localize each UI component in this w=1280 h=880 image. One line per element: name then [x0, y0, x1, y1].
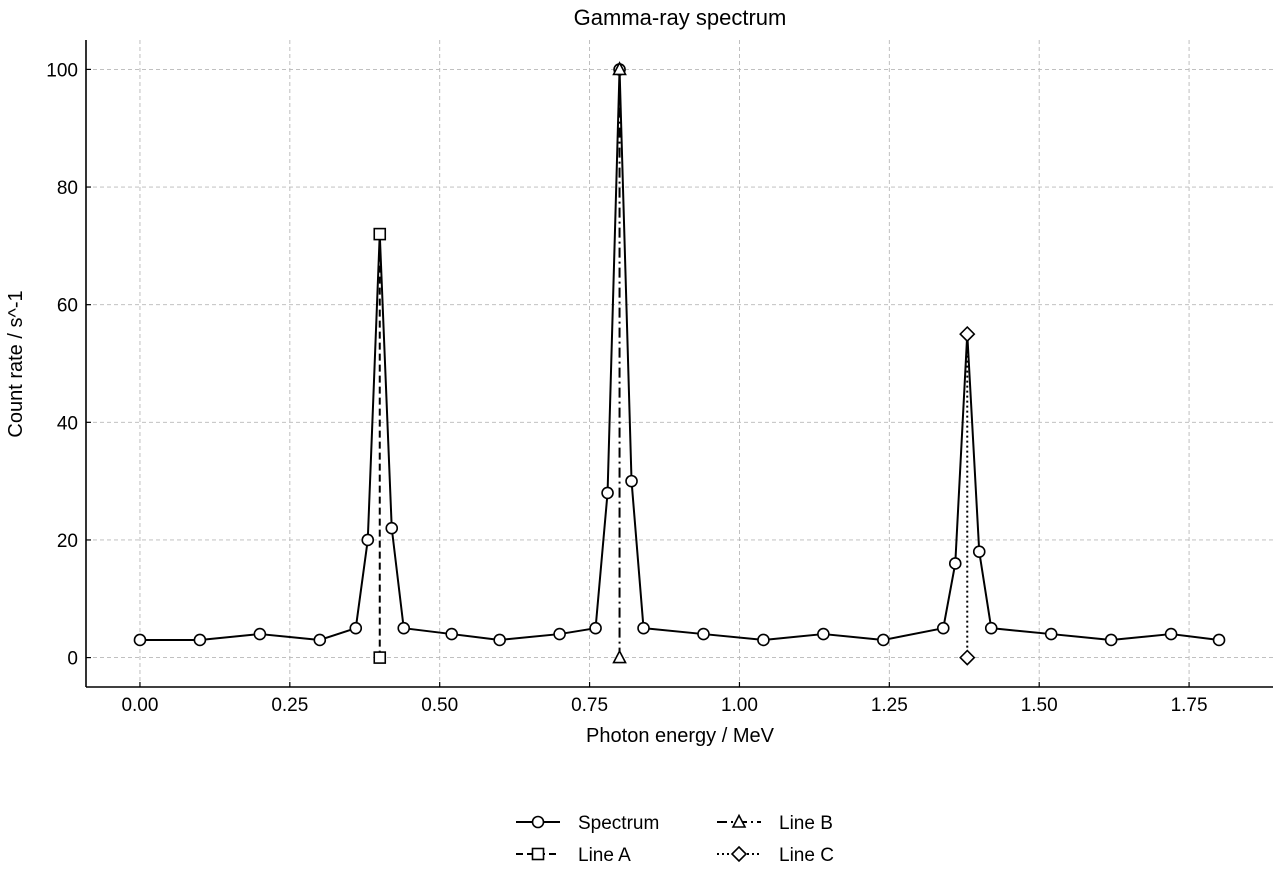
point-line-b	[612, 61, 627, 76]
y-tick-label: 20	[57, 531, 78, 552]
x-tick-label: 1.75	[1171, 695, 1208, 716]
spectrum-point	[253, 627, 267, 641]
spectrum-point	[637, 621, 650, 635]
x-tick-label: 0.25	[271, 695, 308, 716]
grid	[86, 40, 1273, 687]
y-tick-label: 60	[57, 296, 78, 317]
spectrum-point	[625, 474, 638, 488]
spectrum-point	[193, 633, 207, 647]
legend-marker-spectrum	[531, 815, 545, 829]
point-line-a	[373, 651, 387, 664]
spectrum-point	[948, 557, 962, 570]
spectrum-point	[936, 621, 950, 635]
legend: Spectrum Line A Line B Line C	[516, 813, 834, 866]
spectrum-point	[972, 545, 986, 559]
spectrum-point	[385, 521, 399, 535]
series-line-spectrum	[139, 68, 1220, 641]
legend-label-line-a: Line A	[578, 845, 631, 866]
x-axis-label: Photon energy / MeV	[586, 725, 775, 747]
legend-label-spectrum: Spectrum	[578, 813, 659, 834]
spectrum-point	[133, 633, 147, 647]
spectrum-point	[349, 621, 363, 635]
spectrum-point	[1044, 627, 1058, 641]
legend-label-line-c: Line C	[779, 845, 834, 866]
spectrum-point	[313, 633, 327, 647]
x-tick-label: 0.50	[421, 695, 458, 716]
legend-marker-line-c	[730, 845, 748, 863]
spectrum-point	[361, 533, 375, 547]
x-tick-label: 0.75	[571, 695, 608, 716]
y-tick-label: 100	[46, 60, 78, 81]
point-line-b	[612, 649, 627, 664]
spectrum-point	[877, 633, 890, 647]
legend-marker-line-a	[531, 847, 545, 861]
spectrum-point	[397, 621, 411, 635]
y-axis-label: Count rate / s^-1	[5, 290, 27, 437]
spectrum-point	[757, 633, 770, 647]
spectrum-point	[553, 627, 566, 641]
spectrum-point	[984, 621, 998, 635]
spectrum-point	[697, 627, 710, 641]
point-line-c	[959, 649, 976, 666]
spectrum-point	[589, 621, 602, 635]
y-tick-label: 40	[57, 413, 78, 434]
chart-title: Gamma-ray spectrum	[574, 5, 787, 30]
spectrum-point	[445, 627, 458, 641]
legend-label-line-b: Line B	[779, 813, 833, 834]
spectrum-point	[1104, 633, 1118, 647]
axes	[85, 40, 1273, 688]
series-layer	[133, 61, 1226, 666]
y-tick-label: 0	[67, 649, 78, 670]
x-tick-label: 0.00	[121, 695, 158, 716]
x-tick-label: 1.25	[871, 695, 908, 716]
ticks: 0.00 0.25 0.50 0.75 1.00 1.25 1.50 1.75 0 20 40 60 8…	[46, 60, 1207, 716]
x-tick-label: 1.50	[1021, 695, 1058, 716]
spectrum-point	[601, 486, 614, 500]
point-line-c	[959, 325, 976, 343]
x-tick-label: 1.00	[721, 695, 758, 716]
spectrum-point	[493, 633, 506, 647]
legend-marker-line-b	[731, 813, 747, 828]
spectrum-point	[1164, 627, 1178, 641]
point-line-a	[373, 227, 387, 241]
spectrum-point	[1212, 633, 1226, 647]
spectrum-point	[817, 627, 830, 641]
y-tick-label: 80	[57, 178, 78, 199]
